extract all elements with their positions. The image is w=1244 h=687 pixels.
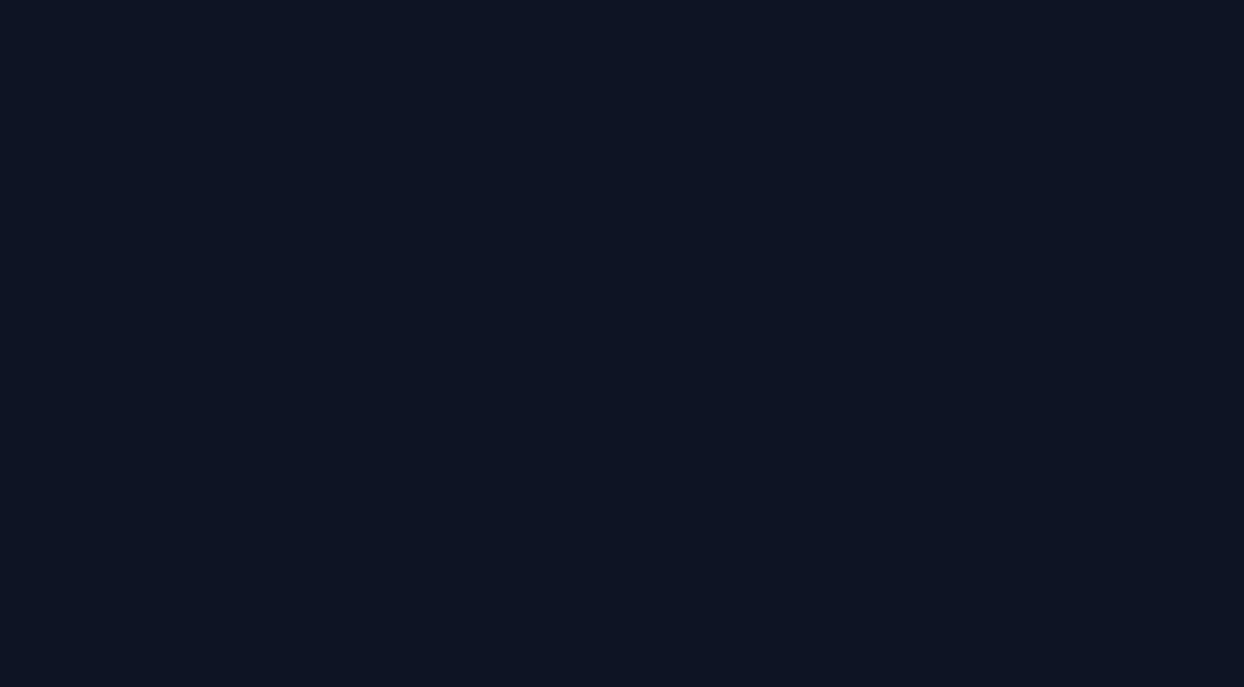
- chart-svg: [0, 0, 1244, 687]
- chart-container: [0, 0, 1244, 687]
- chart-background: [0, 0, 1244, 687]
